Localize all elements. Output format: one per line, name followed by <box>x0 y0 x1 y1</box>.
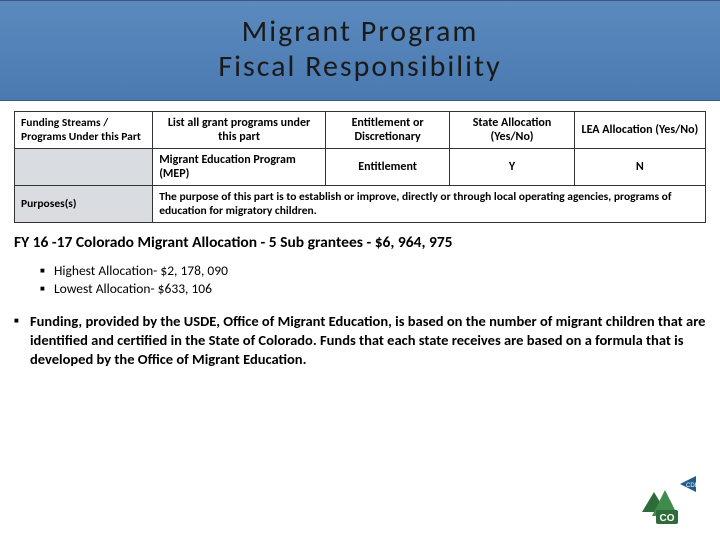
header-list-programs: List all grant programs under this part <box>153 112 326 149</box>
slide-title: Migrant Program Fiscal Responsibility <box>0 15 720 84</box>
list-item: Lowest Allocation- $633, 106 <box>40 280 720 298</box>
list-item: Funding, provided by the USDE, Office of… <box>14 312 706 369</box>
header-entitlement: Entitlement or Discretionary <box>325 112 449 149</box>
logo-icon: CDE CO <box>632 476 698 528</box>
cell-purposes-text: The purpose of this part is to establish… <box>153 186 706 223</box>
table-container: Funding Streams / Programs Under this Pa… <box>0 101 720 223</box>
funding-note-list: Funding, provided by the USDE, Office of… <box>0 306 720 369</box>
lowest-allocation: Lowest Allocation- $633, 106 <box>54 280 212 297</box>
table-row: Migrant Education Program (MEP) Entitlem… <box>15 149 706 186</box>
title-line-2: Fiscal Responsibility <box>218 48 501 85</box>
header-state-alloc: State Allocation (Yes/No) <box>450 112 574 149</box>
cde-logo: CDE CO <box>632 476 698 528</box>
cell-state: Y <box>450 149 574 186</box>
cell-empty-label <box>15 149 153 186</box>
cell-lea: N <box>574 149 705 186</box>
allocation-summary: FY 16 -17 Colorado Migrant Allocation - … <box>0 223 720 258</box>
header-funding-streams: Funding Streams / Programs Under this Pa… <box>15 112 153 149</box>
cell-program-name: Migrant Education Program (MEP) <box>153 149 326 186</box>
table-row: Purposes(s) The purpose of this part is … <box>15 186 706 223</box>
allocation-list: Highest Allocation- $2, 178, 090 Lowest … <box>0 258 720 306</box>
title-line-1: Migrant Program <box>242 13 479 50</box>
header-lea-alloc: LEA Allocation (Yes/No) <box>574 112 705 149</box>
title-bar: Migrant Program Fiscal Responsibility <box>0 0 720 101</box>
cell-type: Entitlement <box>325 149 449 186</box>
highest-allocation: Highest Allocation- $2, 178, 090 <box>54 262 228 279</box>
list-item: Highest Allocation- $2, 178, 090 <box>40 262 720 280</box>
logo-co-text: CO <box>660 513 675 524</box>
cell-purposes-label: Purposes(s) <box>15 186 153 223</box>
funding-note: Funding, provided by the USDE, Office of… <box>30 312 706 369</box>
table-header-row: Funding Streams / Programs Under this Pa… <box>15 112 706 149</box>
logo-cde-text: CDE <box>686 483 698 489</box>
funding-table: Funding Streams / Programs Under this Pa… <box>14 111 706 223</box>
